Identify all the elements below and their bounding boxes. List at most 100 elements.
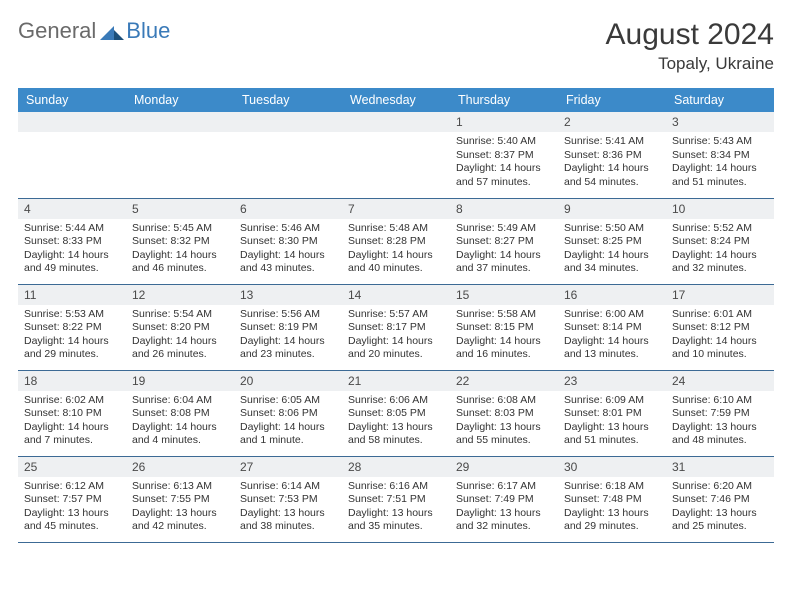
calendar-cell: 8Sunrise: 5:49 AMSunset: 8:27 PMDaylight… xyxy=(450,198,558,284)
day-details: Sunrise: 5:52 AMSunset: 8:24 PMDaylight:… xyxy=(666,219,774,281)
calendar-cell: 19Sunrise: 6:04 AMSunset: 8:08 PMDayligh… xyxy=(126,370,234,456)
day-number: 19 xyxy=(126,371,234,391)
day-number-empty xyxy=(234,112,342,132)
day-number-empty xyxy=(342,112,450,132)
day-number: 6 xyxy=(234,199,342,219)
sunset-text: Sunset: 8:06 PM xyxy=(240,407,336,421)
sunrise-text: Sunrise: 5:49 AM xyxy=(456,222,552,236)
sunset-text: Sunset: 7:46 PM xyxy=(672,493,768,507)
calendar-cell xyxy=(18,112,126,198)
day-number: 30 xyxy=(558,457,666,477)
daylight-text: Daylight: 14 hours and 13 minutes. xyxy=(564,335,660,362)
sunset-text: Sunset: 8:10 PM xyxy=(24,407,120,421)
day-details: Sunrise: 5:58 AMSunset: 8:15 PMDaylight:… xyxy=(450,305,558,367)
sunrise-text: Sunrise: 6:00 AM xyxy=(564,308,660,322)
calendar-cell: 24 Sunrise: 6:10 AMSunset: 7:59 PMDayligh… xyxy=(666,370,774,456)
logo: General Blue xyxy=(18,18,170,44)
calendar-cell xyxy=(342,112,450,198)
day-details: Sunrise: 6:04 AMSunset: 8:08 PMDaylight:… xyxy=(126,391,234,453)
calendar-week: 11Sunrise: 5:53 AMSunset: 8:22 PMDayligh… xyxy=(18,284,774,370)
sunrise-text: Sunrise: 6:01 AM xyxy=(672,308,768,322)
day-number: 14 xyxy=(342,285,450,305)
calendar-cell: 16Sunrise: 6:00 AMSunset: 8:14 PMDayligh… xyxy=(558,284,666,370)
day-number: 7 xyxy=(342,199,450,219)
daylight-text: Daylight: 14 hours and 49 minutes. xyxy=(24,249,120,276)
daylight-text: Daylight: 13 hours and 51 minutes. xyxy=(564,421,660,448)
day-details: Sunrise: 6:14 AMSunset: 7:53 PMDaylight:… xyxy=(234,477,342,539)
calendar-cell: 1Sunrise: 5:40 AMSunset: 8:37 PMDaylight… xyxy=(450,112,558,198)
sunrise-text: Sunrise: 5:57 AM xyxy=(348,308,444,322)
day-details: Sunrise: 6:00 AMSunset: 8:14 PMDaylight:… xyxy=(558,305,666,367)
day-details: Sunrise: 6:06 AMSunset: 8:05 PMDaylight:… xyxy=(342,391,450,453)
daylight-text: Daylight: 13 hours and 55 minutes. xyxy=(456,421,552,448)
weekday-header: Monday xyxy=(126,88,234,112)
daylight-text: Daylight: 14 hours and 57 minutes. xyxy=(456,162,552,189)
calendar-cell: 25Sunrise: 6:12 AMSunset: 7:57 PMDayligh… xyxy=(18,456,126,542)
day-details: Sunrise: 5:45 AMSunset: 8:32 PMDaylight:… xyxy=(126,219,234,281)
sunset-text: Sunset: 8:33 PM xyxy=(24,235,120,249)
day-number: 4 xyxy=(18,199,126,219)
sunset-text: Sunset: 8:14 PM xyxy=(564,321,660,335)
day-number: 24 xyxy=(666,371,774,391)
sunrise-text: Sunrise: 6:18 AM xyxy=(564,480,660,494)
sunrise-text: Sunrise: 5:54 AM xyxy=(132,308,228,322)
calendar-cell: 31Sunrise: 6:20 AMSunset: 7:46 PMDayligh… xyxy=(666,456,774,542)
day-details: Sunrise: 5:49 AMSunset: 8:27 PMDaylight:… xyxy=(450,219,558,281)
sunrise-text: Sunrise: 6:02 AM xyxy=(24,394,120,408)
calendar-cell: 6Sunrise: 5:46 AMSunset: 8:30 PMDaylight… xyxy=(234,198,342,284)
sunrise-text: Sunrise: 5:44 AM xyxy=(24,222,120,236)
daylight-text: Daylight: 14 hours and 7 minutes. xyxy=(24,421,120,448)
calendar-cell: 26Sunrise: 6:13 AMSunset: 7:55 PMDayligh… xyxy=(126,456,234,542)
daylight-text: Daylight: 14 hours and 32 minutes. xyxy=(672,249,768,276)
daylight-text: Daylight: 14 hours and 26 minutes. xyxy=(132,335,228,362)
calendar-week: 1Sunrise: 5:40 AMSunset: 8:37 PMDaylight… xyxy=(18,112,774,198)
day-details: Sunrise: 5:54 AMSunset: 8:20 PMDaylight:… xyxy=(126,305,234,367)
day-number: 5 xyxy=(126,199,234,219)
daylight-text: Daylight: 13 hours and 48 minutes. xyxy=(672,421,768,448)
day-number: 9 xyxy=(558,199,666,219)
calendar-cell: 14Sunrise: 5:57 AMSunset: 8:17 PMDayligh… xyxy=(342,284,450,370)
daylight-text: Daylight: 14 hours and 37 minutes. xyxy=(456,249,552,276)
day-number: 31 xyxy=(666,457,774,477)
day-details: Sunrise: 5:56 AMSunset: 8:19 PMDaylight:… xyxy=(234,305,342,367)
day-details: Sunrise: 5:41 AMSunset: 8:36 PMDaylight:… xyxy=(558,132,666,194)
day-number: 20 xyxy=(234,371,342,391)
sunset-text: Sunset: 7:59 PM xyxy=(672,407,768,421)
sunset-text: Sunset: 8:15 PM xyxy=(456,321,552,335)
day-number: 2 xyxy=(558,112,666,132)
calendar-cell: 3Sunrise: 5:43 AMSunset: 8:34 PMDaylight… xyxy=(666,112,774,198)
day-details: Sunrise: 6:13 AMSunset: 7:55 PMDaylight:… xyxy=(126,477,234,539)
day-details: Sunrise: 5:44 AMSunset: 8:33 PMDaylight:… xyxy=(18,219,126,281)
calendar-cell: 17Sunrise: 6:01 AMSunset: 8:12 PMDayligh… xyxy=(666,284,774,370)
day-number: 28 xyxy=(342,457,450,477)
sunrise-text: Sunrise: 5:45 AM xyxy=(132,222,228,236)
daylight-text: Daylight: 14 hours and 40 minutes. xyxy=(348,249,444,276)
sunset-text: Sunset: 7:48 PM xyxy=(564,493,660,507)
sunrise-text: Sunrise: 6:05 AM xyxy=(240,394,336,408)
calendar-cell: 28Sunrise: 6:16 AMSunset: 7:51 PMDayligh… xyxy=(342,456,450,542)
calendar-cell: 15Sunrise: 5:58 AMSunset: 8:15 PMDayligh… xyxy=(450,284,558,370)
month-title: August 2024 xyxy=(606,18,774,52)
calendar-week: 4Sunrise: 5:44 AMSunset: 8:33 PMDaylight… xyxy=(18,198,774,284)
calendar-cell: 4Sunrise: 5:44 AMSunset: 8:33 PMDaylight… xyxy=(18,198,126,284)
calendar-week: 18Sunrise: 6:02 AMSunset: 8:10 PMDayligh… xyxy=(18,370,774,456)
sunrise-text: Sunrise: 5:50 AM xyxy=(564,222,660,236)
sunset-text: Sunset: 7:57 PM xyxy=(24,493,120,507)
day-number: 13 xyxy=(234,285,342,305)
day-number: 22 xyxy=(450,371,558,391)
day-details: Sunrise: 5:57 AMSunset: 8:17 PMDaylight:… xyxy=(342,305,450,367)
sunset-text: Sunset: 7:55 PM xyxy=(132,493,228,507)
daylight-text: Daylight: 14 hours and 20 minutes. xyxy=(348,335,444,362)
day-number: 11 xyxy=(18,285,126,305)
day-number-empty xyxy=(18,112,126,132)
sunset-text: Sunset: 8:25 PM xyxy=(564,235,660,249)
day-details: Sunrise: 5:43 AMSunset: 8:34 PMDaylight:… xyxy=(666,132,774,194)
calendar-cell: 12Sunrise: 5:54 AMSunset: 8:20 PMDayligh… xyxy=(126,284,234,370)
sunrise-text: Sunrise: 6:10 AM xyxy=(672,394,768,408)
daylight-text: Daylight: 14 hours and 1 minute. xyxy=(240,421,336,448)
calendar-cell: 11Sunrise: 5:53 AMSunset: 8:22 PMDayligh… xyxy=(18,284,126,370)
sunrise-text: Sunrise: 6:17 AM xyxy=(456,480,552,494)
calendar-cell: 2Sunrise: 5:41 AMSunset: 8:36 PMDaylight… xyxy=(558,112,666,198)
weekday-header: Friday xyxy=(558,88,666,112)
weekday-header: Sunday xyxy=(18,88,126,112)
